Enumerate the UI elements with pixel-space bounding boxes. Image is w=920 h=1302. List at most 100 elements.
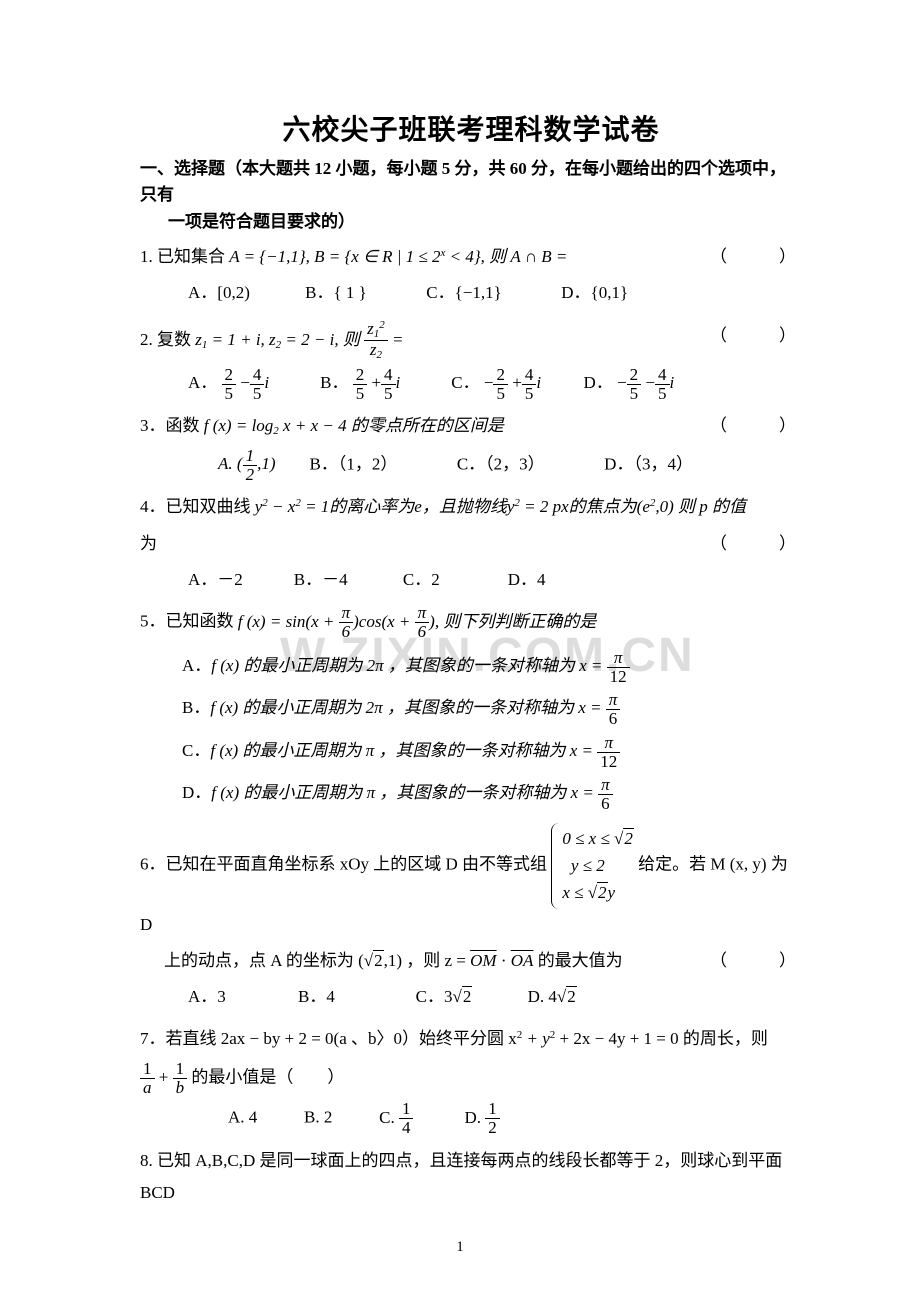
q5-optB: B．f (x) 的最小正周期为 2π ，其图象的一条对称轴为 x = π6: [182, 687, 802, 730]
q2-tail: =: [388, 330, 404, 349]
q5-s1: 6: [339, 623, 354, 641]
q6-l2c: ,1) ，则 z =: [384, 951, 471, 970]
q6-s3b: 2: [597, 882, 608, 902]
q2-paren: （ ）: [710, 320, 802, 352]
q2-Ai: i: [264, 373, 269, 392]
q1-math-a: A = {−1,1}, B = {x ∈ R | 1 ≤ 2: [229, 247, 440, 266]
q6-B: B．4: [298, 987, 335, 1006]
q7-Cl: C.: [379, 1108, 395, 1127]
q5-optD: D．f (x) 的最小正周期为 π ，其图象的一条对称轴为 x = π6: [182, 772, 802, 815]
q2-C: C． −25 +45i: [451, 373, 545, 392]
q5-Ap: π: [607, 649, 630, 668]
q2-Cn1: 2: [493, 366, 508, 385]
q1-B: B．{ 1 }: [305, 283, 367, 302]
q4-A: A．－2: [188, 570, 243, 589]
q5-Al: A．: [182, 656, 211, 675]
q2-Cn2: 4: [522, 366, 537, 385]
q5-optC: C．f (x) 的最小正周期为 π ，其图象的一条对称轴为 x = π12: [182, 730, 802, 773]
q1-paren: （ ）: [710, 241, 802, 273]
q7-Dn: 1: [485, 1100, 500, 1119]
q6-s1b: 2: [623, 828, 634, 848]
q4-mb: − x: [268, 497, 296, 516]
q7-Cn: 1: [399, 1100, 414, 1119]
section-line2: 一项是符合题目要求的）: [140, 209, 802, 235]
q7-options: A. 4 B. 2 C. 14 D. 12: [140, 1100, 802, 1137]
q7-s2: + y: [522, 1029, 550, 1048]
q5-Dt: f (x) 的最小正周期为 π ，其图象的一条对称轴为 x =: [211, 783, 598, 802]
q2-D: D． −25 −45i: [584, 373, 675, 392]
q2-Bn2: 4: [381, 366, 396, 385]
q2-An1: 2: [222, 366, 237, 385]
q4-l2: 为: [140, 534, 157, 553]
q2-An2: 4: [250, 366, 265, 385]
question-6-line2: 上的动点，点 A 的坐标为 (√2,1) ，则 z = OM · OA 的最大值…: [140, 945, 802, 977]
q7-A: A. 4: [228, 1108, 257, 1127]
q6-Ds: 2: [566, 986, 577, 1006]
q7-Dd: 2: [485, 1119, 500, 1137]
q7-C: C. 14: [379, 1108, 413, 1127]
q6-om: OM: [470, 951, 496, 970]
q3-D: D．（3，4）: [604, 454, 693, 473]
question-8: 8. 已知 A,B,C,D 是同一球面上的四点，且连接每两点的线段长都等于 2，…: [140, 1145, 802, 1210]
q5-Cp: π: [597, 734, 620, 753]
q4-D: D．4: [508, 570, 546, 589]
q5-math: f (x) = sin(x + π6)cos(x + π6), 则下列判断正确的…: [238, 612, 597, 631]
q7-Dl: D.: [464, 1108, 481, 1127]
q1-math: A = {−1,1}, B = {x ∈ R | 1 ≤ 2x < 4}, 则 …: [229, 247, 567, 266]
q2-Ad2: 5: [250, 385, 265, 403]
q3-m1: f (x) = log: [204, 416, 274, 435]
q5-At: f (x) 的最小正周期为 2π ，其图象的一条对称轴为 x =: [211, 656, 606, 675]
q3-B: B．（1，2）: [309, 454, 397, 473]
q2-Cd2: 5: [522, 385, 537, 403]
q3-A2: ,1): [257, 454, 275, 473]
q7-Cd: 4: [399, 1119, 414, 1137]
q2-Cl: C．: [451, 373, 479, 392]
q2-Dl: D．: [584, 373, 613, 392]
q2-math: z1 = 1 + i, z2 = 2 − i, 则 z12z2 =: [195, 330, 403, 349]
q2-Ci: i: [536, 373, 541, 392]
q7-fd: b: [173, 1079, 188, 1097]
q3-paren: （ ）: [710, 410, 802, 442]
q2-Bd1: 5: [353, 385, 368, 403]
section-heading: 一、选择题（本大题共 12 小题，每小题 5 分，共 60 分，在每小题给出的四…: [140, 156, 802, 235]
q2-Dd2: 5: [655, 385, 670, 403]
q6-l2b: 2: [373, 950, 384, 970]
q5-Bl: B．: [182, 698, 210, 717]
q5-C12: 12: [597, 753, 620, 771]
q3-stem: 3．函数: [140, 416, 204, 435]
q6-s2: y ≤ 2: [571, 856, 605, 875]
q5-fx: f (x) = sin(x +: [238, 612, 339, 631]
q7-D: D. 12: [464, 1108, 499, 1127]
q5-Bt: f (x) 的最小正周期为 2π ，其图象的一条对称轴为 x =: [210, 698, 605, 717]
exam-title: 六校尖子班联考理科数学试卷: [140, 108, 802, 148]
page-content: 六校尖子班联考理科数学试卷 一、选择题（本大题共 12 小题，每小题 5 分，共…: [140, 108, 802, 1210]
q2-Bi: i: [396, 373, 401, 392]
q5-optA: A．f (x) 的最小正周期为 2π ，其图象的一条对称轴为 x = π12: [182, 645, 802, 688]
q2-Bl: B．: [320, 373, 348, 392]
q1-D: D．{0,1}: [561, 283, 628, 302]
question-7: 7．若直线 2ax − by + 2 = 0(a 、b〉0）始终平分圆 x2 +…: [140, 1023, 802, 1055]
q2-Bn1: 2: [353, 366, 368, 385]
q4-B: B．－4: [294, 570, 348, 589]
q7-stem: 7．若直线 2ax − by + 2 = 0(a 、b〉0）始终平分圆 x: [140, 1029, 517, 1048]
q6-l2d: 的最大值为: [533, 951, 622, 970]
q5-p1: π: [339, 604, 354, 623]
q6-paren: （ ）: [710, 945, 802, 977]
q7-plus: +: [155, 1067, 173, 1086]
q2-eq2: = 2 − i, 则: [281, 330, 364, 349]
q6-Cs: 2: [462, 986, 473, 1006]
q2-Dd1: 5: [627, 385, 642, 403]
q1-options: A．[0,2) B．{ 1 } C．{−1,1} D．{0,1}: [140, 277, 802, 309]
q5-Bp: π: [606, 691, 621, 710]
q3-math: f (x) = log2 x + x − 4 的零点所在的区间是: [204, 416, 504, 435]
q6-Dl: D. 4: [528, 987, 557, 1006]
q3-m2: x + x − 4 的零点所在的区间是: [279, 416, 504, 435]
q5-D6: 6: [598, 795, 613, 813]
q2-Cd1: 5: [493, 385, 508, 403]
q7-fa: 1: [140, 1060, 155, 1079]
q6-options: A．3 B．4 C．3√2 D. 4√2: [140, 981, 802, 1013]
q5-Ct: f (x) 的最小正周期为 π ，其图象的一条对称轴为 x =: [210, 741, 597, 760]
q2-B: B． 25 +45i: [320, 373, 404, 392]
question-1: 1. 已知集合 A = {−1,1}, B = {x ∈ R | 1 ≤ 2x …: [140, 241, 802, 273]
q8-stem: 8. 已知 A,B,C,D 是同一球面上的四点，且连接每两点的线段长都等于 2，…: [140, 1151, 782, 1202]
